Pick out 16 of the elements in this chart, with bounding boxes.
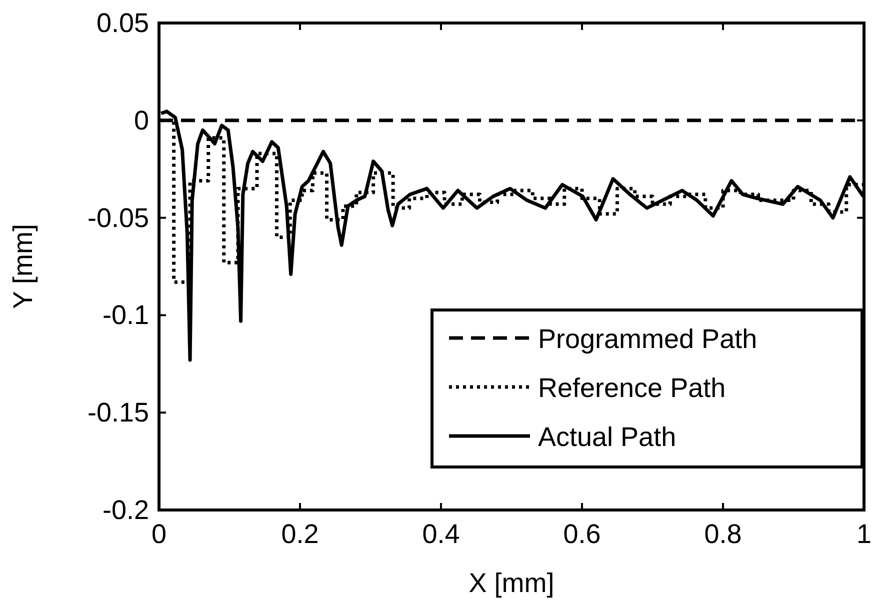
x-tick-label: 0.4 bbox=[422, 519, 460, 549]
x-tick-label: 0.2 bbox=[281, 519, 319, 549]
legend-label: Programmed Path bbox=[538, 324, 758, 354]
x-tick-label: 1 bbox=[856, 519, 872, 549]
x-axis-title: X [mm] bbox=[468, 568, 554, 598]
y-tick-label: -0.2 bbox=[102, 495, 149, 525]
y-tick-label: 0.05 bbox=[96, 8, 149, 38]
x-tick-label: 0.8 bbox=[704, 519, 742, 549]
y-axis-title: Y [mm] bbox=[8, 224, 38, 310]
y-tick-label: -0.05 bbox=[87, 202, 149, 233]
legend-label: Reference Path bbox=[538, 373, 726, 403]
x-tick-label: 0.6 bbox=[563, 519, 601, 549]
y-tick-label: -0.1 bbox=[102, 300, 149, 330]
legend-label: Actual Path bbox=[538, 422, 676, 452]
y-tick-label: 0 bbox=[134, 105, 149, 136]
y-tick-label: -0.15 bbox=[87, 398, 149, 428]
